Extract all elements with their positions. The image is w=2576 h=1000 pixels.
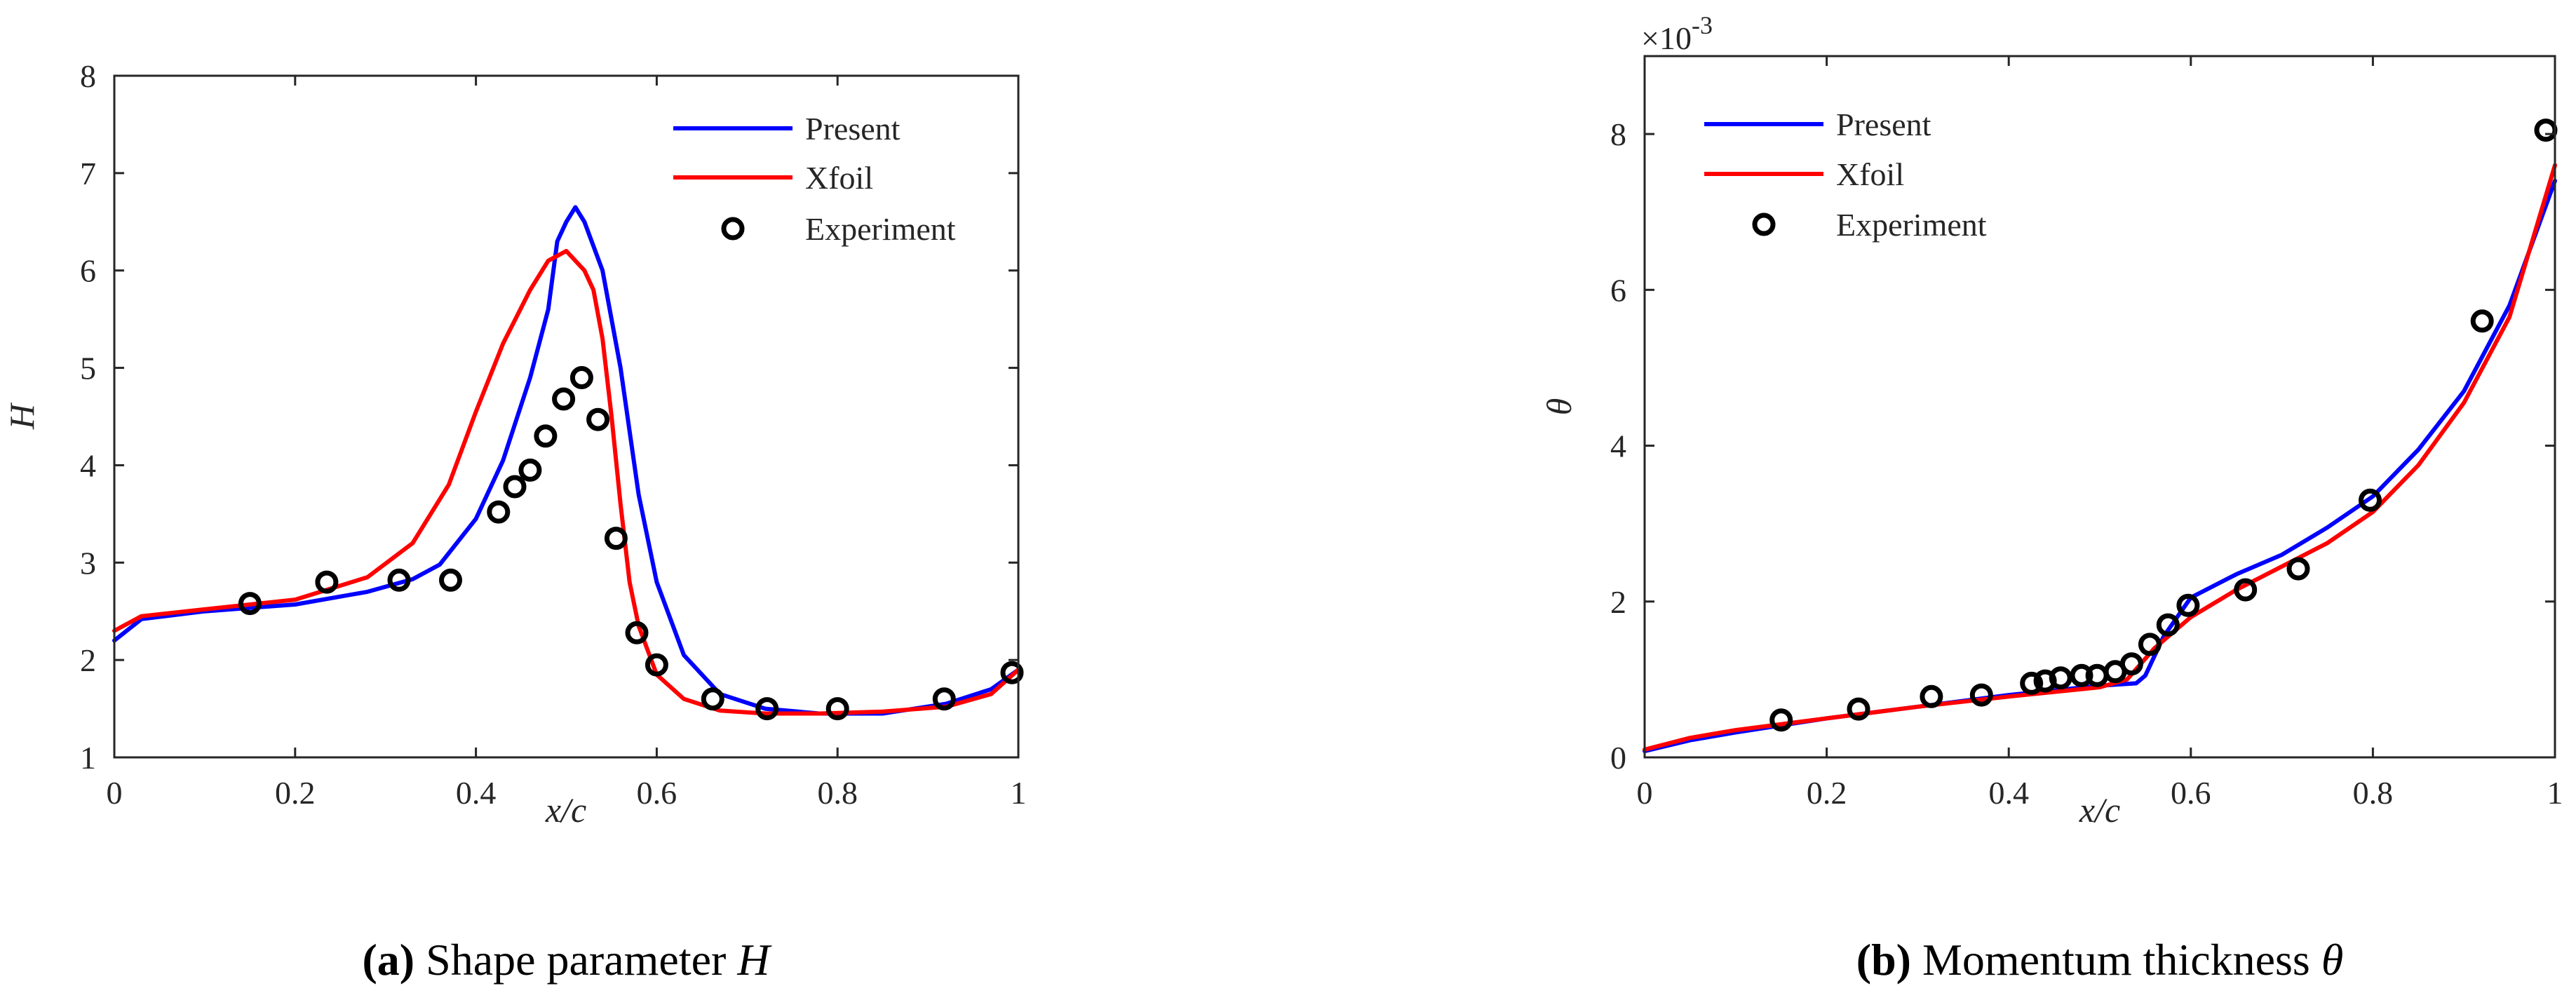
chart-a-ylabel: H — [2, 402, 41, 430]
chart-a-point-experiment — [503, 475, 527, 499]
chart-a: 0 0.2 0.4 0.6 0.8 1 1 2 3 4 5 6 7 8 H x/c Present Xfo… — [2, 58, 1027, 985]
chart-a-point-experiment — [932, 687, 956, 711]
caption-b-text: Momentum thickness — [1911, 935, 2321, 985]
chart-b-point-experiment — [2070, 663, 2093, 687]
chart-a-ytick-label: 2 — [80, 642, 96, 678]
chart-b-axes: 0 0.2 0.4 0.6 0.8 1 0 2 4 6 8 — [1610, 55, 2563, 811]
chart-a-point-experiment — [387, 568, 411, 592]
chart-b-point-experiment — [1769, 708, 1793, 732]
legend-a-experiment-label: Experiment — [805, 211, 956, 247]
chart-b-plot-area — [1645, 56, 2555, 757]
caption-a-symbol: H — [736, 935, 772, 985]
chart-b-xtick-label: 0.2 — [1807, 775, 1847, 811]
chart-b-legend: Present Xfoil Experiment — [1704, 107, 1987, 243]
legend-a-xfoil-label: Xfoil — [805, 160, 873, 196]
caption-b-tag: (b) — [1856, 935, 1911, 985]
chart-b-xtick-label: 0.8 — [2353, 775, 2394, 811]
chart-b-point-experiment — [1920, 684, 1943, 708]
chart-a-point-experiment — [604, 527, 628, 550]
chart-b-point-experiment — [1969, 683, 1993, 707]
chart-b-ytick-label: 6 — [1610, 272, 1626, 308]
chart-a-xlabel: x/c — [545, 790, 586, 830]
chart-b-xlabel: x/c — [2079, 790, 2120, 830]
chart-b-point-experiment — [2020, 671, 2044, 695]
chart-a-plot-area — [114, 76, 1018, 757]
chart-b-xtick-label: 0 — [1637, 775, 1653, 811]
chart-b-point-experiment — [2119, 652, 2143, 676]
chart-a-ytick-label: 4 — [80, 447, 96, 483]
chart-b-point-experiment — [2286, 557, 2310, 581]
chart-a-series-xfoil — [112, 248, 1020, 716]
caption-a: (a) Shape parameter H — [362, 935, 772, 985]
chart-b-exponent-base: ×10 — [1641, 20, 1692, 56]
chart-b-point-experiment — [2359, 488, 2382, 512]
chart-a-ytick-label: 7 — [80, 156, 96, 191]
chart-b-ytick-label: 0 — [1610, 740, 1626, 776]
legend-a-experiment-marker — [721, 217, 745, 241]
chart-b-ylabel: θ — [1539, 398, 1579, 416]
chart-b-exponent-power: -3 — [1692, 11, 1713, 39]
chart-a-axes-frame — [113, 74, 1020, 759]
chart-a-point-experiment — [518, 458, 542, 482]
chart-a-xtick-label: 0.2 — [275, 775, 316, 811]
chart-a-point-experiment — [625, 621, 649, 644]
chart-a-point-experiment — [315, 570, 339, 594]
chart-a-series-layer — [112, 205, 1024, 721]
chart-b-ytick-label: 4 — [1610, 428, 1626, 464]
chart-a-xtick-label: 0.4 — [456, 775, 497, 811]
chart-a-xtick-label: 1 — [1011, 775, 1027, 811]
legend-a-present-label: Present — [805, 111, 901, 147]
chart-a-point-experiment — [487, 500, 511, 524]
chart-a-point-experiment — [439, 568, 462, 592]
chart-a-point-experiment — [238, 592, 262, 616]
chart-a-legend: Present Xfoil Experiment — [673, 111, 956, 247]
chart-b-ytick-label: 2 — [1610, 584, 1626, 620]
legend-b-present-label: Present — [1836, 107, 1931, 142]
chart-a-xtick-label: 0.6 — [637, 775, 677, 811]
chart-b-ytick-label: 8 — [1610, 116, 1626, 152]
caption-a-tag: (a) — [362, 935, 414, 985]
chart-a-ytick-label: 3 — [80, 545, 96, 581]
caption-b-symbol: θ — [2321, 935, 2343, 985]
chart-a-xtick-label: 0 — [107, 775, 123, 811]
chart-a-point-experiment — [534, 424, 558, 448]
chart-a-axes: 0 0.2 0.4 0.6 0.8 1 1 2 3 4 5 6 7 8 — [80, 58, 1027, 811]
chart-a-point-experiment — [825, 697, 849, 721]
chart-b-point-experiment — [2138, 633, 2162, 656]
chart-b-point-experiment — [1847, 697, 1870, 721]
chart-b-point-experiment — [2176, 593, 2200, 617]
legend-b-experiment-marker — [1752, 212, 1776, 236]
chart-a-point-experiment — [552, 387, 576, 411]
caption-a-text: Shape parameter — [414, 935, 737, 985]
chart-b-xtick-label: 1 — [2547, 775, 2563, 811]
chart-a-point-experiment — [1000, 661, 1024, 684]
chart-a-ytick-label: 8 — [80, 58, 96, 94]
chart-a-point-experiment — [569, 366, 593, 389]
legend-b-experiment-label: Experiment — [1836, 207, 1987, 243]
chart-b: 0 0.2 0.4 0.6 0.8 1 0 2 4 6 8 ×10-3 θ x/c Present … — [1539, 11, 2563, 985]
chart-a-point-experiment — [645, 653, 668, 677]
chart-a-point-experiment — [755, 697, 779, 721]
caption-b: (b) Momentum thickness θ — [1856, 935, 2344, 985]
chart-b-xtick-label: 0.4 — [1988, 775, 2029, 811]
chart-a-ytick-label: 5 — [80, 351, 96, 386]
chart-a-ytick-label: 1 — [80, 740, 96, 776]
legend-b-xfoil-label: Xfoil — [1836, 156, 1904, 192]
chart-b-point-experiment — [2470, 309, 2494, 333]
chart-b-point-experiment — [2156, 613, 2180, 637]
chart-b-axes-frame — [1643, 55, 2556, 759]
chart-b-xtick-label: 0.6 — [2171, 775, 2211, 811]
chart-a-point-experiment — [701, 687, 724, 711]
chart-b-point-experiment — [2234, 578, 2258, 602]
chart-a-ytick-label: 6 — [80, 253, 96, 289]
chart-b-series-layer — [1643, 119, 2558, 754]
chart-a-point-experiment — [586, 407, 610, 431]
chart-a-xtick-label: 0.8 — [817, 775, 858, 811]
chart-b-point-experiment — [2049, 666, 2072, 690]
chart-b-exponent: ×10-3 — [1641, 11, 1713, 56]
